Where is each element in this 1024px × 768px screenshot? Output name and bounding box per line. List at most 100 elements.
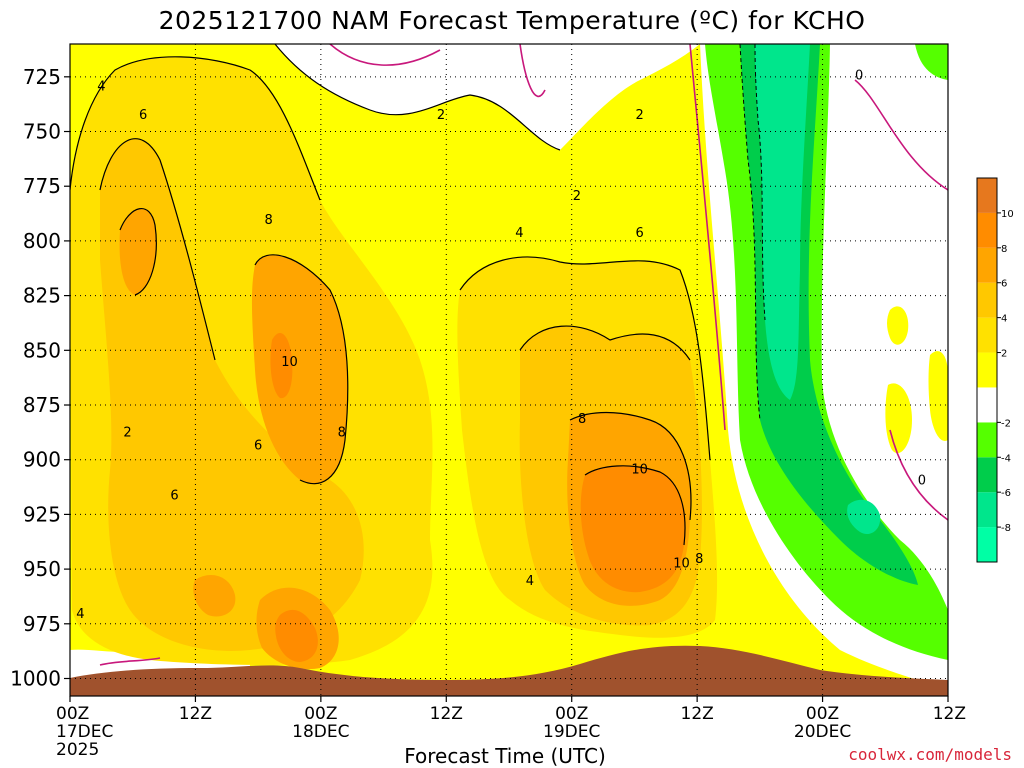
y-tick-label: 925 xyxy=(23,502,61,526)
field-orange-6-left xyxy=(100,138,364,651)
contour-line-zero xyxy=(854,79,948,191)
contour-line-negative xyxy=(754,44,766,321)
terrain-mask xyxy=(70,645,948,696)
field-green-6b xyxy=(847,499,881,535)
contour-label: 8 xyxy=(264,213,272,228)
y-axis: 725 750 775 800 825 850 875 900 925 950 975 1000 xyxy=(10,65,70,690)
field-white-top xyxy=(275,44,700,150)
colorbar-swatch xyxy=(977,387,997,423)
contour-line xyxy=(274,44,561,151)
contour-label: 2 xyxy=(437,108,445,123)
contour-line xyxy=(519,325,691,361)
contour-line xyxy=(459,256,711,461)
colorbar-swatch xyxy=(977,212,997,248)
contour-label: 6 xyxy=(636,226,644,241)
contour-label: 4 xyxy=(526,574,534,589)
field-yellow-right-blob3 xyxy=(928,351,948,441)
field-orange-8-b xyxy=(251,254,348,484)
colorbar-swatch xyxy=(977,247,997,283)
colorbar-swatch xyxy=(977,422,997,458)
contour-label: 2 xyxy=(636,108,644,123)
contour-line xyxy=(584,465,686,546)
contour-label: 10 xyxy=(673,557,690,572)
colorbar-legend: -8 -6 -4 -2 2 4 6 8 10 xyxy=(976,177,1014,563)
contour-line-zero xyxy=(99,657,161,666)
contour-label: 0 xyxy=(855,69,863,84)
colorbar-swatch xyxy=(977,492,997,528)
contour-label: 6 xyxy=(139,108,147,123)
contour-label: 8 xyxy=(695,552,703,567)
y-tick-label: 950 xyxy=(23,557,61,581)
y-tick-label: 900 xyxy=(23,448,61,472)
y-tick-label: 1000 xyxy=(10,666,61,690)
contour-label: 4 xyxy=(97,80,105,95)
field-orange-8-e xyxy=(193,575,236,617)
y-tick-label: 825 xyxy=(23,284,61,308)
contour-labels: 4 2 2 0 6 2 8 4 6 10 2 8 8 6 10 6 0 10 8 4 4 xyxy=(76,69,926,622)
colorbar-label: 2 xyxy=(1001,349,1007,360)
x-tick-label: 18DEC xyxy=(292,722,349,742)
contour-line-zero xyxy=(889,429,948,521)
contour-label: 2 xyxy=(573,189,581,204)
y-tick-label: 750 xyxy=(23,120,61,144)
colorbar-swatch xyxy=(977,317,997,353)
contour-line xyxy=(119,207,157,296)
x-tick-label: 17DEC xyxy=(56,722,113,742)
field-orange-10-a xyxy=(270,332,293,399)
terrain-area xyxy=(70,645,948,696)
contour-label: 4 xyxy=(76,607,84,622)
contour-label: 8 xyxy=(578,412,586,427)
temperature-field xyxy=(70,44,948,696)
y-tick-label: 875 xyxy=(23,393,61,417)
contour-label: 8 xyxy=(338,425,346,440)
colorbar-swatch xyxy=(977,352,997,388)
colorbar-label: -4 xyxy=(1001,453,1011,464)
field-orange-8-a xyxy=(119,208,157,295)
contour-line-zero xyxy=(519,44,546,98)
chart-title: 2025121700 NAM Forecast Temperature (ºC)… xyxy=(158,6,866,35)
contour-line-zero xyxy=(689,44,726,431)
credit-link[interactable]: coolwx.com/models xyxy=(848,745,1012,764)
field-yellow-right-blob xyxy=(887,306,909,345)
contour-line-negative xyxy=(739,44,761,421)
contour-line xyxy=(254,254,349,485)
x-tick-label: 00Z xyxy=(56,704,89,724)
colorbar-label: 6 xyxy=(1001,279,1007,290)
x-tick-label: 12Z xyxy=(430,704,463,724)
y-tick-label: 850 xyxy=(23,338,61,362)
field-green-top-right xyxy=(915,44,948,80)
field-green-6 xyxy=(755,44,810,400)
colorbar-swatch xyxy=(977,457,997,493)
x-tick-label: 2025 xyxy=(56,740,99,760)
x-tick-label: 20DEC xyxy=(794,722,851,742)
colorbar-label: 8 xyxy=(1001,244,1007,255)
colorbar-label: 4 xyxy=(1001,314,1007,325)
field-orange-10-c xyxy=(275,609,318,662)
contour-label: 10 xyxy=(631,462,648,477)
contour-label: 6 xyxy=(170,489,178,504)
contour-line-zero xyxy=(329,44,441,66)
contour-label: 2 xyxy=(123,425,131,440)
x-tick-label: 12Z xyxy=(681,704,714,724)
contour-label: 4 xyxy=(515,226,523,241)
x-tick-label: 12Z xyxy=(933,704,966,724)
x-tick-label: 00Z xyxy=(555,704,588,724)
y-tick-label: 800 xyxy=(23,229,61,253)
x-axis-label: Forecast Time (UTC) xyxy=(404,744,606,768)
plot-frame xyxy=(69,43,949,697)
colorbar-swatch xyxy=(977,178,997,213)
colorbar-label: -6 xyxy=(1001,488,1011,499)
colorbar-label: 10 xyxy=(1001,209,1014,220)
contour-line xyxy=(569,411,692,521)
x-tick-label: 19DEC xyxy=(543,722,600,742)
colorbar-swatch xyxy=(977,282,997,318)
colorbar-swatch xyxy=(977,527,997,562)
contour-label: 0 xyxy=(918,473,926,488)
colorbar-label: -8 xyxy=(1001,523,1011,534)
y-tick-label: 725 xyxy=(23,65,61,89)
field-orange-10-b xyxy=(580,465,685,593)
x-tick-label: 00Z xyxy=(806,704,839,724)
colorbar-frame xyxy=(976,177,998,563)
